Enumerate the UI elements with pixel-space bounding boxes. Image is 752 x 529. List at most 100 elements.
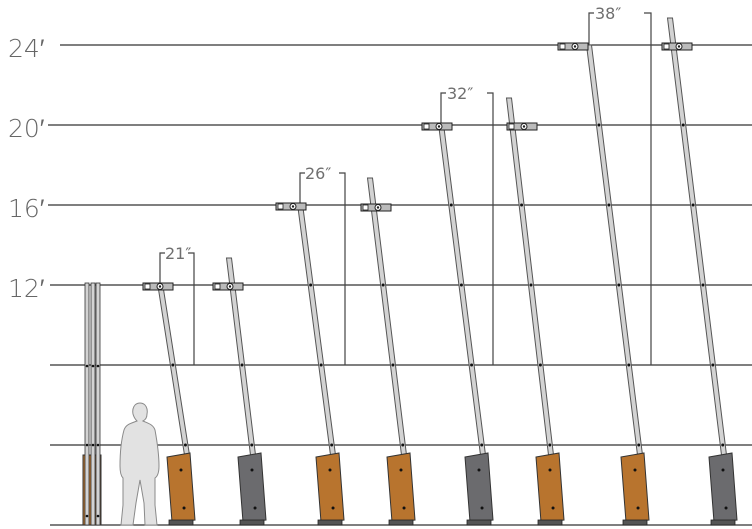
crossarm-bracket-icon [421,122,453,131]
pole-tube [156,282,191,456]
mast-tube-left [84,282,90,526]
pole-foot-plate [466,519,492,526]
pole-bolt [449,203,453,207]
base-bolt [402,506,406,510]
height-label-16: 16′ [8,194,45,223]
crossarm-bracket-icon [275,202,307,211]
pole-foot-plate [317,519,343,526]
span-dimension-21 [159,252,195,365]
span-label-38: 38″ [595,4,621,23]
pole-bolt [617,283,621,287]
base-bolt [480,506,484,510]
poles-group [142,17,738,526]
pole-bolt [240,363,244,367]
pole-bolt [459,283,463,287]
pole-foot-plate [168,519,194,526]
pole-tube [366,177,408,456]
base-bolt [724,506,728,510]
pole-bolt [721,443,725,447]
pole-base-metal [464,452,494,523]
pole-base-wood [386,452,416,523]
pole-bolt [691,203,695,207]
span-dimension-26 [299,172,346,365]
pole-bolt [548,443,552,447]
pole-foot-plate [537,519,563,526]
pole-foot-plate [622,519,648,526]
base-bolt [253,506,257,510]
pole-tube [666,17,728,456]
pole-base-metal [708,452,738,523]
pole-base-wood [166,452,196,523]
span-label-21: 21″ [165,244,191,263]
pole-4 [360,177,416,526]
pole-bolt [480,443,484,447]
pole-bolt [470,363,474,367]
base-bolt [179,468,183,472]
pole-5 [421,122,494,526]
height-label-20: 20′ [8,114,45,143]
base-bolt [548,468,552,472]
pole-bolt [250,443,254,447]
base-bolt [633,468,637,472]
height-label-24: 24′ [8,34,45,63]
pole-bolt [538,363,542,367]
base-bolt [551,506,555,510]
pole-3 [275,202,345,526]
base-bolt [399,468,403,472]
crossarm-bracket-icon [212,282,244,291]
base-bolt [636,506,640,510]
pole-base-wood [315,452,345,523]
human-scale-figure-icon [119,402,160,526]
base-bolt [721,468,725,472]
base-bolt [331,506,335,510]
pole-7 [557,42,650,526]
base-bolt [250,468,254,472]
pole-bolt [401,443,405,447]
base-bolt [328,468,332,472]
crossarm-bracket-icon [506,122,538,131]
pole-tube [585,44,644,456]
span-dimension-38 [588,12,652,365]
pole-bolt [637,443,641,447]
crossarm-bracket-icon [360,203,392,212]
base-bolt [182,506,186,510]
mast-tube-right [95,282,101,526]
pole-bolt [309,283,313,287]
height-labels: 24′ 20′ 16′ 12′ [8,34,45,303]
pole-8 [661,17,738,526]
pole-2 [212,257,267,526]
crossarm-bracket-icon [661,42,693,51]
crossarm-bracket-icon [142,282,174,291]
span-label-26: 26″ [305,164,331,183]
mast-tube-center [90,282,96,526]
pole-bolt [520,203,524,207]
crossarm-bracket-icon [557,42,589,51]
pole-tube [505,97,555,456]
pole-bolt [183,443,187,447]
pole-foot-plate [710,519,736,526]
span-dimension-32 [440,92,494,365]
pole-bolt [381,283,385,287]
pole-bolt [711,363,715,367]
pole-bolt [627,363,631,367]
pole-bolt [171,363,175,367]
pole-6 [505,97,565,526]
pole-1 [142,282,196,526]
pole-foot-plate [239,519,265,526]
pole-bolt [701,283,705,287]
height-label-12: 12′ [8,274,45,303]
pole-bolt [681,123,685,127]
pole-tube [296,203,337,456]
pole-bolt [607,203,611,207]
pole-base-metal [237,452,267,523]
pole-foot-plate [388,519,414,526]
pole-bolt [391,363,395,367]
pole-bolt [597,123,601,127]
pole-base-wood [620,452,650,523]
vertical-mast [82,282,102,526]
pole-tube [437,123,487,456]
pole-base-wood [535,452,565,523]
pole-bolt [330,443,334,447]
span-label-32: 32″ [447,84,473,103]
